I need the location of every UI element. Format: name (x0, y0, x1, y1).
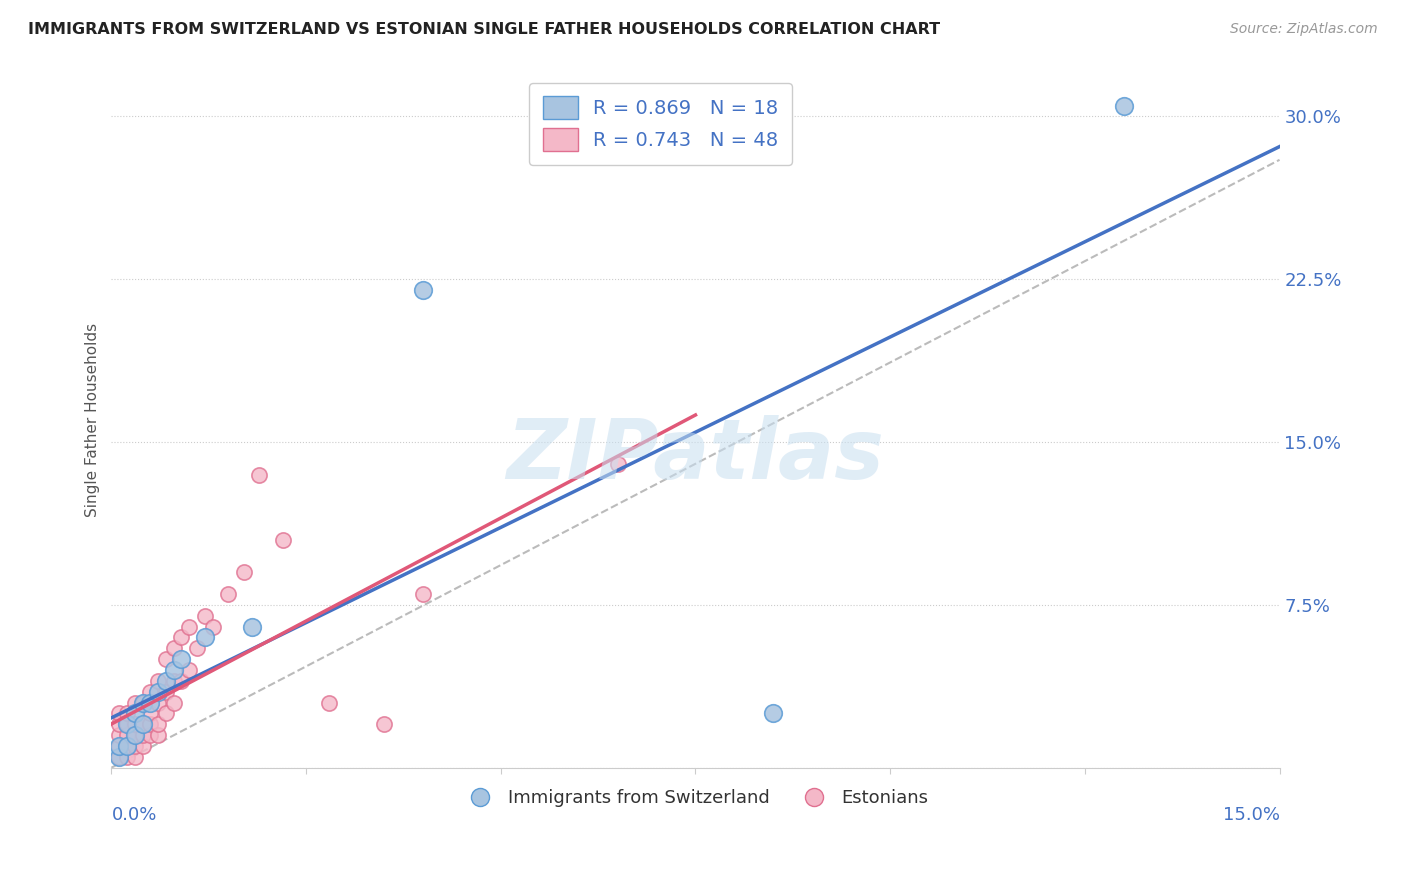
Point (131, 739, 153, 753)
Point (131, 696, 153, 710)
Point (146, 696, 169, 710)
Point (139, 684, 162, 698)
Point (108, 706, 131, 721)
Point (115, 717, 138, 731)
Point (139, 696, 162, 710)
Text: ZIPatlas: ZIPatlas (506, 415, 884, 496)
Point (146, 728, 169, 742)
Point (179, 663, 201, 677)
Point (124, 728, 146, 742)
Point (115, 717, 138, 731)
Point (124, 728, 146, 742)
Point (146, 673, 169, 688)
Point (131, 717, 153, 731)
Y-axis label: Single Father Households: Single Father Households (86, 323, 100, 517)
Point (194, 608, 217, 623)
Point (606, 457, 628, 471)
Point (115, 728, 138, 742)
Text: 15.0%: 15.0% (1223, 805, 1279, 824)
Point (194, 631, 217, 645)
Point (139, 706, 162, 721)
Point (108, 749, 131, 764)
Point (131, 728, 153, 742)
Point (108, 739, 131, 753)
Legend: Immigrants from Switzerland, Estonians: Immigrants from Switzerland, Estonians (463, 789, 928, 807)
Point (124, 749, 146, 764)
Point (108, 739, 131, 753)
Point (1112, 98, 1135, 112)
Point (108, 717, 131, 731)
Point (163, 696, 186, 710)
Point (155, 673, 177, 688)
Point (124, 739, 146, 753)
Point (155, 652, 177, 666)
Point (139, 728, 162, 742)
Point (124, 706, 146, 721)
Point (163, 641, 186, 656)
Point (179, 619, 201, 633)
Point (217, 587, 239, 601)
Point (146, 684, 169, 698)
Point (115, 739, 138, 753)
Point (762, 706, 785, 721)
Point (240, 619, 263, 633)
Point (124, 717, 146, 731)
Point (412, 283, 434, 297)
Point (186, 641, 208, 656)
Point (139, 717, 162, 731)
Point (170, 652, 193, 666)
Point (271, 533, 294, 547)
Point (373, 717, 395, 731)
Point (124, 696, 146, 710)
Point (170, 673, 193, 688)
Point (412, 587, 434, 601)
Point (232, 566, 254, 580)
Point (131, 696, 153, 710)
Point (108, 749, 131, 764)
Point (170, 631, 193, 645)
Point (131, 717, 153, 731)
Point (201, 619, 224, 633)
Point (155, 706, 177, 721)
Point (108, 728, 131, 742)
Point (247, 467, 270, 482)
Point (146, 717, 169, 731)
Point (115, 706, 138, 721)
Point (155, 684, 177, 698)
Point (163, 673, 186, 688)
Text: 0.0%: 0.0% (111, 805, 157, 824)
Point (318, 696, 340, 710)
Point (115, 749, 138, 764)
Text: IMMIGRANTS FROM SWITZERLAND VS ESTONIAN SINGLE FATHER HOUSEHOLDS CORRELATION CHA: IMMIGRANTS FROM SWITZERLAND VS ESTONIAN … (28, 22, 941, 37)
Point (163, 663, 186, 677)
Point (115, 739, 138, 753)
Text: Source: ZipAtlas.com: Source: ZipAtlas.com (1230, 22, 1378, 37)
